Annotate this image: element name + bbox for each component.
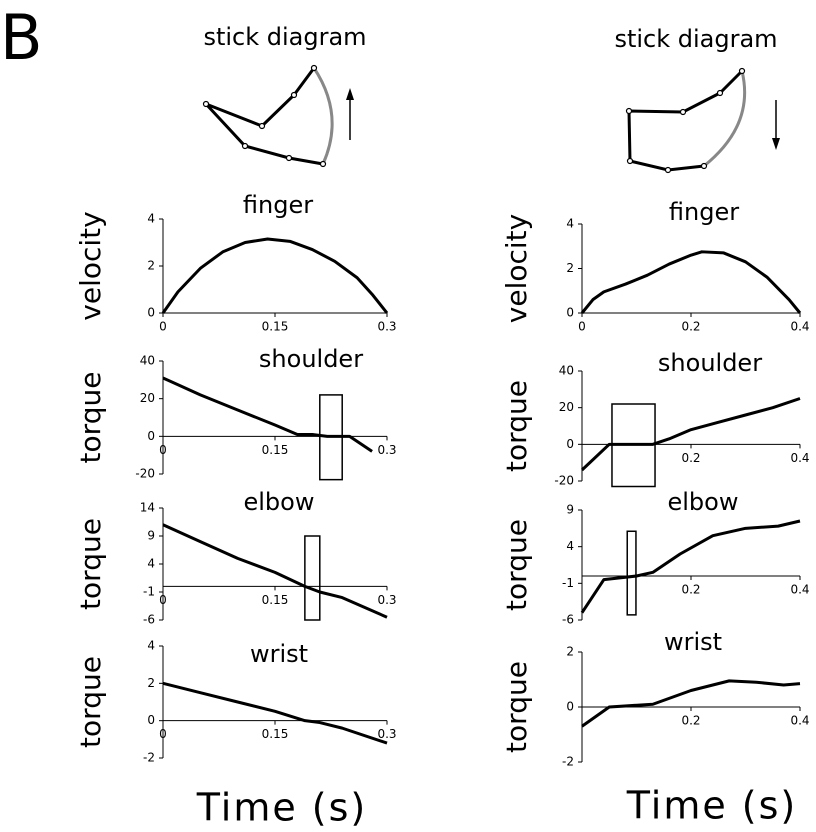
chart-title: wrist [664,628,722,656]
y-tick-label: 4 [147,557,155,571]
data-line [582,252,800,313]
chart-title: shoulder [658,349,762,377]
chart-title: elbow [244,488,315,516]
y-tick-label: -6 [143,613,155,627]
y-tick-label: 40 [140,354,155,368]
column-title: stick diagram [614,25,777,53]
x-tick-label: 0.15 [262,443,289,457]
x-tick-label: 0.3 [377,443,396,457]
figure: B stick diagram stick diagram Time (s) T… [0,0,816,832]
y-tick-label: -20 [135,467,155,481]
column-title: stick diagram [203,23,366,51]
chart-title: finger [243,191,313,219]
x-axis-label: Time (s) [196,786,368,830]
y-axis-label: velocity [500,214,533,323]
y-tick-label: 0 [566,437,574,451]
x-tick-label: 0.15 [262,727,289,741]
chart: finger velocity 0 2 4 0 0.2 0.4 [500,198,810,334]
x-tick-label: 0.4 [790,714,809,728]
chart-title: shoulder [259,345,363,373]
x-tick-label: 0.2 [681,320,700,334]
x-tick-label: 0.3 [377,727,396,741]
x-tick-label: 0.15 [262,320,289,334]
y-axis-label: torque [500,519,533,611]
data-line [582,521,800,613]
stick-diagram [627,69,781,173]
y-tick-label: 2 [147,676,155,690]
x-tick-label: 0.2 [681,714,700,728]
y-tick-label: 9 [147,529,155,543]
x-tick-label: 0.15 [262,593,289,607]
y-tick-label: -1 [143,585,155,599]
y-tick-label: 9 [566,503,574,517]
y-tick-label: 0 [566,306,574,320]
y-tick-label: 4 [147,212,155,226]
y-axis-label: torque [74,656,107,748]
x-tick-label: 0.4 [790,320,809,334]
y-tick-label: 2 [566,645,574,659]
chart-title: elbow [668,488,739,516]
highlight-box [627,531,636,615]
y-tick-label: 0 [147,713,155,727]
chart-title: finger [669,198,739,226]
y-tick-label: -2 [143,751,155,765]
y-tick-label: -2 [562,755,574,769]
chart: shoulder torque -20 0 20 40 0 0.15 0.3 [74,345,397,481]
data-line [163,239,387,313]
x-tick-label: 0 [578,320,586,334]
x-tick-label: 0.2 [681,451,700,465]
y-axis-label: torque [500,380,533,472]
chart: finger velocity 0 2 4 0 0.15 0.3 [74,191,397,334]
y-tick-label: 0 [566,700,574,714]
chart: shoulder torque -20 0 20 40 0.2 0.4 [500,349,810,488]
y-tick-label: 4 [566,217,574,231]
chart: wrist torque -2 0 2 4 0 0.15 0.3 [74,639,397,765]
y-axis-label: torque [500,661,533,753]
y-axis-label: velocity [74,211,107,320]
y-tick-label: 20 [559,400,574,414]
chart: elbow torque -6 -1 4 9 0.2 0.4 [500,488,810,627]
y-tick-label: 0 [147,306,155,320]
y-tick-label: -1 [562,576,574,590]
y-tick-label: 2 [147,259,155,273]
chart: elbow torque -6 -1 4 9 14 0 0.15 0.3 [74,488,397,627]
chart-title: wrist [250,640,308,668]
x-tick-label: 0.3 [377,593,396,607]
x-axis-label: Time (s) [626,784,798,828]
x-tick-label: 0.3 [377,320,396,334]
y-tick-label: 14 [140,501,155,515]
panel-label: B [0,1,43,74]
y-axis-label: torque [74,518,107,610]
x-tick-label: 0 [159,443,167,457]
x-tick-label: 0.4 [790,451,809,465]
x-tick-label: 0 [159,727,167,741]
x-tick-label: 0 [159,320,167,334]
x-tick-label: 0.4 [790,583,809,597]
y-tick-label: 0 [147,429,155,443]
y-tick-label: 4 [566,539,574,553]
data-line [163,378,372,451]
highlight-box [305,536,320,620]
y-tick-label: 2 [566,261,574,275]
stick-diagram [204,66,355,167]
chart: wrist torque -2 0 2 0.2 0.4 [500,628,810,769]
y-tick-label: 40 [559,364,574,378]
y-tick-label: 4 [147,639,155,653]
y-tick-label: 20 [140,391,155,405]
y-tick-label: -20 [554,474,574,488]
x-tick-label: 0.2 [681,583,700,597]
y-tick-label: -6 [562,613,574,627]
y-axis-label: torque [74,372,107,464]
x-tick-label: 0 [159,593,167,607]
